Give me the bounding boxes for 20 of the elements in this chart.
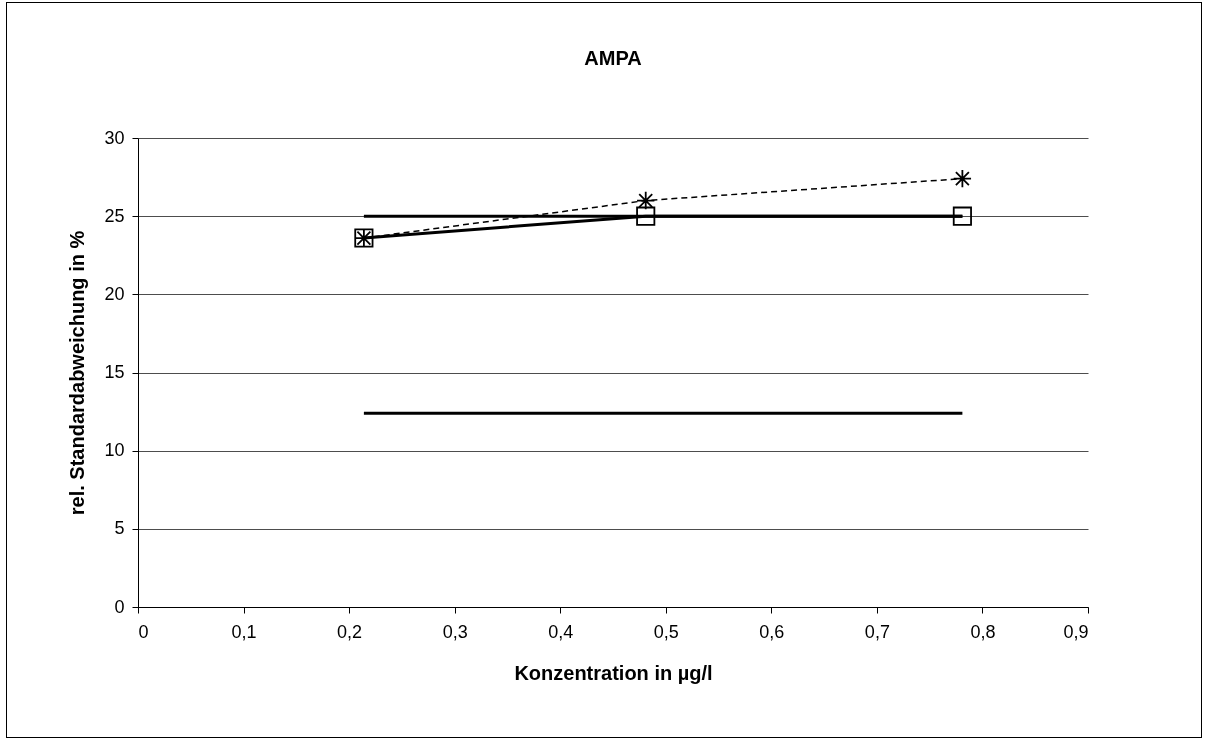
x-tick-label: 0,7 xyxy=(864,621,890,642)
x-tick-label: 0 xyxy=(138,621,149,642)
y-tick-label: 0 xyxy=(114,596,125,617)
chart-title: AMPA xyxy=(584,47,642,69)
x-tick-label: 0,2 xyxy=(337,621,363,642)
y-tick-label: 10 xyxy=(104,440,125,461)
x-tick-label: 0,1 xyxy=(231,621,257,642)
y-tick-label: 15 xyxy=(104,362,125,382)
y-tick-label: 5 xyxy=(114,518,125,539)
x-tick-label: 0,5 xyxy=(653,621,679,642)
x-tick-label: 0,3 xyxy=(442,621,468,642)
x-tick-label: 0,9 xyxy=(1063,621,1089,642)
x-tick-label: 0,4 xyxy=(548,621,574,642)
y-axis-title: rel. Standardabweichung in % xyxy=(66,230,89,516)
y-tick-label: 25 xyxy=(104,205,125,226)
x-tick-label: 0,6 xyxy=(759,621,785,642)
x-tick-label: 0,8 xyxy=(970,621,996,642)
x-axis-title: Konzentration in µg/l xyxy=(514,661,713,684)
y-tick-label: 20 xyxy=(104,283,125,304)
y-tick-label: 30 xyxy=(104,127,125,148)
